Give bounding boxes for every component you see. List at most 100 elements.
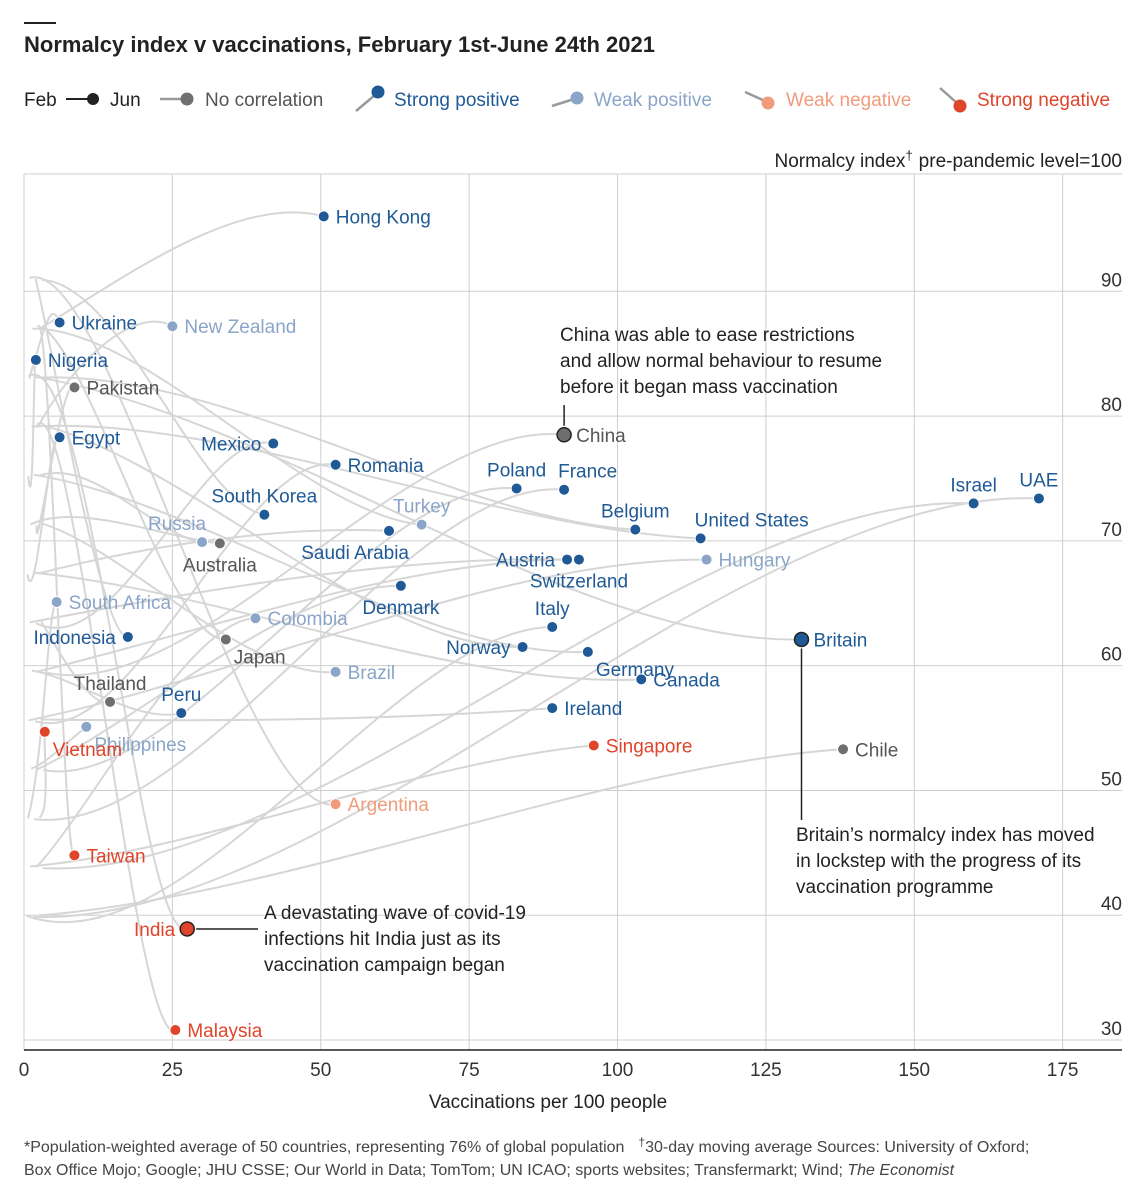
point-italy — [546, 620, 559, 633]
legend-dot-weak-neg — [761, 96, 775, 110]
point-ireland — [546, 702, 559, 715]
point-germany — [581, 645, 594, 658]
label-egypt: Egypt — [72, 428, 121, 449]
point-ukraine — [53, 316, 66, 329]
point-uae — [1032, 492, 1045, 505]
y-tick-label: 80 — [1101, 395, 1122, 416]
label-hungary: Hungary — [719, 551, 791, 572]
trajectory-line — [32, 327, 422, 526]
label-china: China — [576, 426, 626, 447]
x-tick-label: 150 — [898, 1060, 930, 1081]
label-malaysia: Malaysia — [187, 1021, 262, 1042]
trajectory-line — [26, 600, 58, 819]
trajectory-line — [35, 385, 76, 535]
legend-line-weak-neg — [744, 90, 766, 103]
legend-line-weak-pos — [551, 97, 575, 108]
point-austria — [561, 553, 574, 566]
legend-line-strong-neg — [939, 87, 958, 104]
label-australia: Australia — [183, 555, 257, 576]
x-tick-label: 175 — [1047, 1060, 1079, 1081]
point-israel — [967, 497, 980, 510]
label-united-states: United States — [695, 510, 809, 531]
india-annotation-line: vaccination campaign began — [264, 955, 505, 976]
trajectory-line — [40, 376, 636, 531]
trajectory-line — [28, 373, 188, 931]
point-brazil — [329, 665, 342, 678]
label-norway: Norway — [446, 638, 511, 659]
label-saudi-arabia: Saudi Arabia — [301, 543, 409, 564]
trajectory-line — [42, 424, 523, 648]
point-singapore — [587, 739, 600, 752]
y-tick-label: 60 — [1101, 645, 1122, 666]
label-south-korea: South Korea — [212, 487, 318, 508]
trajectory-line — [34, 278, 129, 639]
y-axis-label: Normalcy index† pre-pandemic level=100 — [775, 148, 1123, 172]
x-axis-label: Vaccinations per 100 people — [429, 1092, 667, 1113]
britain-annotation-line: Britain’s normalcy index has moved — [796, 825, 1095, 846]
point-south-korea — [258, 508, 271, 521]
label-ireland: Ireland — [564, 699, 622, 720]
label-france: France — [558, 462, 617, 483]
footnote-line-2: Box Office Mojo; Google; JHU CSSE; Our W… — [24, 1162, 955, 1179]
trajectory-line — [44, 433, 565, 676]
legend-dot-strong-neg — [953, 99, 967, 113]
legend-dot-strong-pos — [371, 85, 385, 99]
point-china — [556, 427, 572, 443]
point-poland — [510, 482, 523, 495]
point-saudi-arabia — [383, 524, 396, 537]
label-chile: Chile — [855, 740, 898, 761]
trajectory-line — [26, 626, 553, 924]
legend-label-strong-pos: Strong positive — [394, 90, 520, 111]
x-tick-label: 125 — [750, 1060, 782, 1081]
point-egypt — [53, 431, 66, 444]
label-philippines: Philippines — [94, 735, 186, 756]
trajectory-line — [36, 320, 173, 428]
label-new-zealand: New Zealand — [184, 317, 296, 338]
point-hungary — [700, 553, 713, 566]
point-denmark — [394, 579, 407, 592]
label-austria: Austria — [496, 551, 556, 572]
x-tick-label: 100 — [602, 1060, 634, 1081]
britain-annotation-line: vaccination programme — [796, 877, 993, 898]
legend-jun-label: Jun — [110, 90, 141, 111]
china-annotation-line: before it began mass vaccination — [560, 377, 838, 398]
label-nigeria: Nigeria — [48, 351, 109, 372]
trajectory-line — [36, 422, 176, 1032]
x-tick-label: 25 — [162, 1060, 183, 1081]
label-russia: Russia — [148, 514, 207, 535]
trajectory-line — [40, 707, 553, 722]
trajectory-line — [30, 744, 594, 868]
label-south-africa: South Africa — [69, 593, 172, 614]
trajectory-line — [33, 488, 565, 821]
point-hong-kong — [317, 210, 330, 223]
trajectory-line — [31, 424, 701, 540]
label-poland: Poland — [487, 460, 546, 481]
label-colombia: Colombia — [267, 609, 348, 630]
trajectory-line — [42, 502, 974, 870]
label-belgium: Belgium — [601, 502, 670, 523]
trajectory-line — [30, 726, 87, 770]
legend-dot-none — [180, 92, 194, 106]
label-peru: Peru — [161, 685, 201, 706]
point-malaysia — [169, 1024, 182, 1037]
legend-time-dot — [87, 93, 99, 105]
footnote-line-1: *Population-weighted average of 50 count… — [24, 1135, 1029, 1156]
india-annotation-line: infections hit India just as its — [264, 929, 501, 950]
y-tick-label: 50 — [1101, 769, 1122, 790]
legend-label-strong-neg: Strong negative — [977, 90, 1110, 111]
label-japan: Japan — [234, 647, 286, 668]
point-united-states — [694, 532, 707, 545]
point-norway — [516, 640, 529, 653]
x-tick-label: 75 — [459, 1060, 480, 1081]
legend-label-none: No correlation — [205, 90, 323, 111]
x-tick-label: 0 — [19, 1060, 30, 1081]
point-turkey — [415, 518, 428, 531]
label-taiwan: Taiwan — [86, 846, 145, 867]
label-turkey: Turkey — [393, 497, 451, 518]
britain-annotation-line: in lockstep with the progress of its — [796, 851, 1081, 872]
legend-feb-label: Feb — [24, 90, 57, 111]
point-taiwan — [68, 849, 81, 862]
point-canada — [635, 673, 648, 686]
label-argentina: Argentina — [348, 795, 430, 816]
label-denmark: Denmark — [362, 598, 440, 619]
